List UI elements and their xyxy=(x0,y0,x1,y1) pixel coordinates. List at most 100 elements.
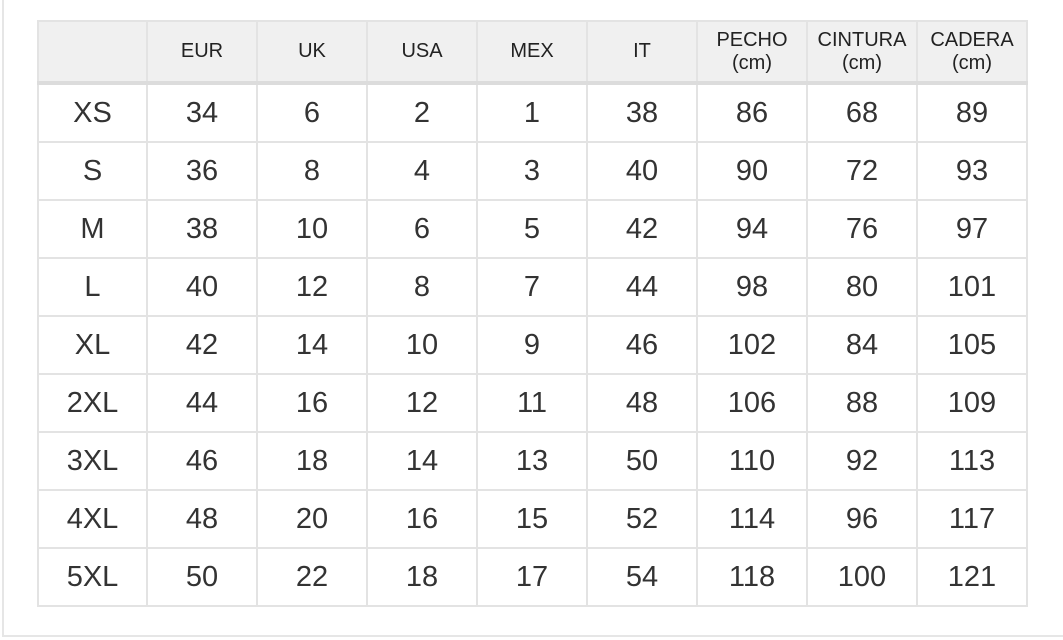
column-header-line: (cm) xyxy=(952,51,992,74)
table-row: XS 34 6 2 1 38 86 68 89 xyxy=(37,82,1028,143)
table-cell: 6 xyxy=(366,199,478,259)
table-cell: 93 xyxy=(916,141,1028,201)
column-header: USA xyxy=(366,20,478,85)
table-cell: 34 xyxy=(146,82,258,143)
table-cell: 12 xyxy=(256,257,368,317)
table-cell: 100 xyxy=(806,547,918,607)
table-cell: 20 xyxy=(256,489,368,549)
table-cell: 36 xyxy=(146,141,258,201)
table-cell: 89 xyxy=(916,82,1028,143)
size-label-cell: S xyxy=(37,141,148,201)
table-cell: 80 xyxy=(806,257,918,317)
column-header: PECHO (cm) xyxy=(696,20,808,85)
table-cell: 88 xyxy=(806,373,918,433)
table-cell: 101 xyxy=(916,257,1028,317)
table-cell: 40 xyxy=(586,141,698,201)
table-cell: 16 xyxy=(366,489,478,549)
table-cell: 8 xyxy=(256,141,368,201)
table-cell: 5 xyxy=(476,199,588,259)
table-cell: 105 xyxy=(916,315,1028,375)
column-header-line: USA xyxy=(401,40,443,62)
table-cell: 113 xyxy=(916,431,1028,491)
table-row: S 36 8 4 3 40 90 72 93 xyxy=(37,141,1028,201)
table-cell: 86 xyxy=(696,82,808,143)
column-header-line: CINTURA xyxy=(817,28,907,51)
table-row: 3XL 46 18 14 13 50 110 92 113 xyxy=(37,431,1028,491)
column-header: IT xyxy=(586,20,698,85)
table-cell: 9 xyxy=(476,315,588,375)
table-row: M 38 10 6 5 42 94 76 97 xyxy=(37,199,1028,259)
table-cell: 98 xyxy=(696,257,808,317)
table-cell: 109 xyxy=(916,373,1028,433)
table-cell: 14 xyxy=(256,315,368,375)
table-cell: 52 xyxy=(586,489,698,549)
table-cell: 38 xyxy=(586,82,698,143)
column-header-line: UK xyxy=(298,40,326,62)
column-header: CINTURA (cm) xyxy=(806,20,918,85)
table-cell: 54 xyxy=(586,547,698,607)
table-cell: 46 xyxy=(586,315,698,375)
table-row: 5XL 50 22 18 17 54 118 100 121 xyxy=(37,547,1028,607)
size-label-cell: 3XL xyxy=(37,431,148,491)
table-cell: 68 xyxy=(806,82,918,143)
table-row: 2XL 44 16 12 11 48 106 88 109 xyxy=(37,373,1028,433)
table-cell: 12 xyxy=(366,373,478,433)
size-label-cell: 4XL xyxy=(37,489,148,549)
table-cell: 96 xyxy=(806,489,918,549)
column-header: UK xyxy=(256,20,368,85)
table-row: L 40 12 8 7 44 98 80 101 xyxy=(37,257,1028,317)
table-cell: 15 xyxy=(476,489,588,549)
table-cell: 8 xyxy=(366,257,478,317)
table-cell: 110 xyxy=(696,431,808,491)
table-cell: 44 xyxy=(586,257,698,317)
table-cell: 50 xyxy=(586,431,698,491)
table-cell: 121 xyxy=(916,547,1028,607)
table-cell: 42 xyxy=(146,315,258,375)
table-cell: 97 xyxy=(916,199,1028,259)
table-cell: 6 xyxy=(256,82,368,143)
table-cell: 42 xyxy=(586,199,698,259)
table-cell: 17 xyxy=(476,547,588,607)
table-cell: 4 xyxy=(366,141,478,201)
table-cell: 22 xyxy=(256,547,368,607)
table-cell: 72 xyxy=(806,141,918,201)
size-label-cell: L xyxy=(37,257,148,317)
table-cell: 44 xyxy=(146,373,258,433)
column-header-line: EUR xyxy=(180,40,224,62)
table-cell: 38 xyxy=(146,199,258,259)
table-cell: 50 xyxy=(146,547,258,607)
table-cell: 117 xyxy=(916,489,1028,549)
table-cell: 16 xyxy=(256,373,368,433)
column-header: CADERA (cm) xyxy=(916,20,1028,85)
table-row: 4XL 48 20 16 15 52 114 96 117 xyxy=(37,489,1028,549)
size-label-cell: 2XL xyxy=(37,373,148,433)
table-cell: 76 xyxy=(806,199,918,259)
table-cell: 10 xyxy=(256,199,368,259)
table-cell: 84 xyxy=(806,315,918,375)
table-cell: 13 xyxy=(476,431,588,491)
header-row: EUR UK USA MEX IT PECHO (cm) CINTURA (cm) CADERA(… xyxy=(37,20,1028,85)
table-row: XL 42 14 10 9 46 102 84 105 xyxy=(37,315,1028,375)
column-header-line: IT xyxy=(633,40,651,62)
size-chart-table: EUR UK USA MEX IT PECHO (cm) CINTURA (cm) CADERA(… xyxy=(37,20,1028,607)
column-header-line: (cm) xyxy=(842,51,882,74)
table-cell: 92 xyxy=(806,431,918,491)
column-header xyxy=(37,20,148,85)
table-cell: 18 xyxy=(366,547,478,607)
table-cell: 10 xyxy=(366,315,478,375)
column-header-line: CADERA xyxy=(930,28,1014,51)
size-label-cell: XS xyxy=(37,82,148,143)
table-cell: 102 xyxy=(696,315,808,375)
table-cell: 118 xyxy=(696,547,808,607)
table-cell: 40 xyxy=(146,257,258,317)
table-cell: 48 xyxy=(586,373,698,433)
column-header-line: MEX xyxy=(510,40,554,62)
column-header: EUR xyxy=(146,20,258,85)
size-label-cell: 5XL xyxy=(37,547,148,607)
size-label-cell: XL xyxy=(37,315,148,375)
size-label-cell: M xyxy=(37,199,148,259)
table-cell: 114 xyxy=(696,489,808,549)
table-cell: 2 xyxy=(366,82,478,143)
table-cell: 1 xyxy=(476,82,588,143)
